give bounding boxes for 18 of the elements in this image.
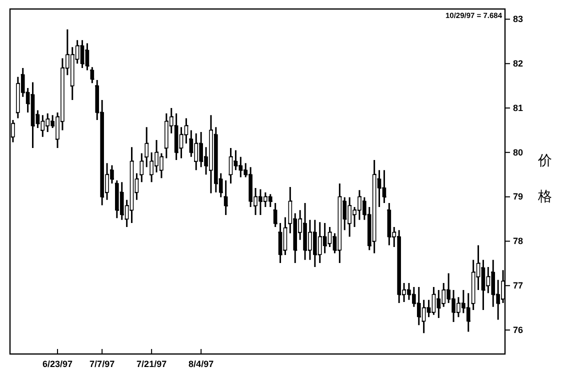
- x-tick-label: 7/21/97: [136, 358, 167, 369]
- y-tick-label: 79: [513, 192, 524, 202]
- candlestick: [140, 152, 144, 183]
- candlestick: [90, 66, 94, 84]
- y-tick-label: 78: [513, 236, 524, 246]
- x-tick-label: 6/23/97: [42, 358, 73, 369]
- x-tick-label: 7/7/97: [90, 358, 115, 369]
- candlestick: [224, 180, 228, 216]
- y-tick-label: 83: [513, 14, 524, 24]
- y-tick-label: 81: [513, 102, 524, 113]
- y-tick-label: 82: [513, 58, 524, 68]
- candlestick: [273, 202, 278, 228]
- candlestick: [144, 126, 149, 168]
- y-tick-label: 80: [513, 147, 524, 158]
- x-tick-label: 8/4/97: [188, 358, 214, 369]
- text: 价格: [538, 152, 552, 204]
- y-tick-label: 77: [513, 280, 524, 290]
- y-tick-label: 76: [513, 324, 524, 335]
